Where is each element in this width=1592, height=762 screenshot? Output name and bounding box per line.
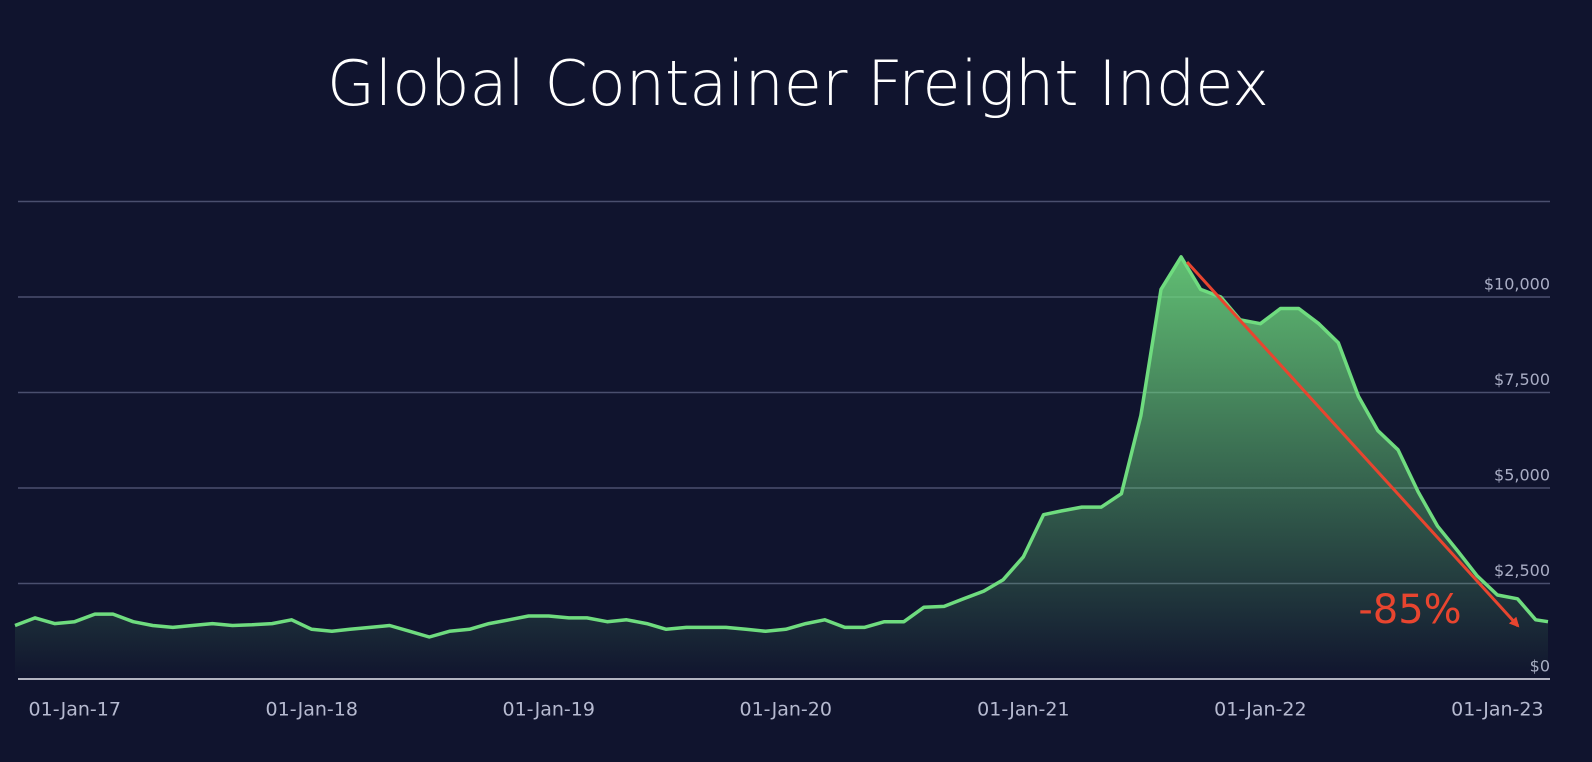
y-tick-label: $7,500 <box>1494 370 1550 389</box>
x-tick-label: 01-Jan-18 <box>266 699 358 721</box>
plot <box>14 255 1549 679</box>
trend-arrow <box>1185 260 1520 628</box>
chart-title: Global Container Freight Index <box>327 47 1269 120</box>
x-tick-label: 01-Jan-23 <box>1451 699 1543 721</box>
line <box>14 255 1549 639</box>
y-tick-label: $2,500 <box>1494 561 1550 580</box>
y-tick-label: $5,000 <box>1494 466 1550 485</box>
x-tick-label: 01-Jan-21 <box>977 699 1069 721</box>
annotation: -85% <box>1358 587 1461 633</box>
grid: $0$2,500$5,000$7,500$10,00001-Jan-1701-J… <box>18 200 1550 721</box>
x-tick-label: 01-Jan-22 <box>1214 699 1306 721</box>
area <box>15 256 1548 679</box>
x-tick-label: 01-Jan-19 <box>503 699 595 721</box>
x-tick-label: 01-Jan-20 <box>740 699 832 721</box>
x-tick-label: 01-Jan-17 <box>29 699 121 721</box>
y-tick-label: $10,000 <box>1484 275 1550 294</box>
